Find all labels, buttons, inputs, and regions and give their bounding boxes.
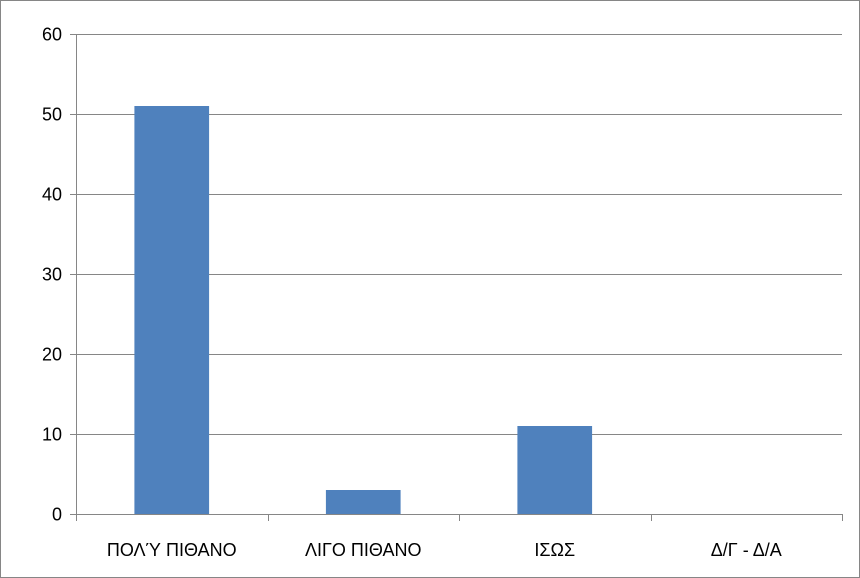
bar bbox=[517, 426, 593, 514]
bar bbox=[134, 106, 210, 514]
x-category-labels: ΠΟΛΎ ΠΙΘΑΝΟ ΛΙΓΟ ΠΙΘΑΝΟ ΙΣΩΣ Δ/Γ - Δ/Α bbox=[107, 540, 782, 560]
y-tick-label: 40 bbox=[42, 185, 62, 205]
y-tick-label: 50 bbox=[42, 105, 62, 125]
x-category-label: ΠΟΛΎ ΠΙΘΑΝΟ bbox=[107, 540, 237, 560]
bars bbox=[134, 106, 593, 514]
x-category-label: Δ/Γ - Δ/Α bbox=[711, 540, 782, 560]
y-tick-label: 10 bbox=[42, 425, 62, 445]
y-tick-label: 0 bbox=[52, 505, 62, 525]
axes bbox=[70, 34, 843, 521]
y-tick-label: 30 bbox=[42, 265, 62, 285]
y-tick-label: 60 bbox=[42, 25, 62, 45]
bar bbox=[325, 490, 401, 514]
x-category-label: ΛΙΓΟ ΠΙΘΑΝΟ bbox=[305, 540, 422, 560]
y-tick-label: 20 bbox=[42, 345, 62, 365]
y-tick-labels: 0 10 20 30 40 50 60 bbox=[42, 25, 62, 525]
x-category-label: ΙΣΩΣ bbox=[534, 540, 575, 560]
